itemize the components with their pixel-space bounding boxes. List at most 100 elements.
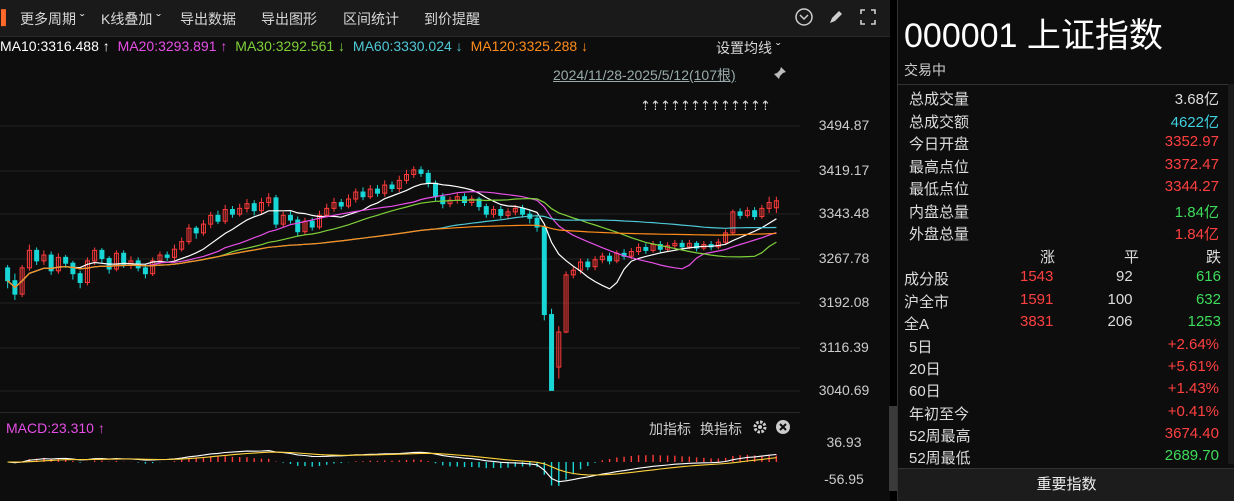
candle [759,204,765,219]
candle [48,251,54,275]
macd-header: MACD:23.310 ↑ 加指标 换指标 [0,414,800,440]
candle [476,196,482,211]
ma60-label: MA60:3330.024 ↓ [352,38,463,54]
date-range-label[interactable]: 2024/11/28-2025/5/12(107根) [553,67,736,83]
candle [672,239,678,250]
perf-label: 年初至今 [909,405,970,423]
important-index-button[interactable]: 重要指数 [898,468,1234,501]
macd-bottom-label: -56.95 [824,471,864,487]
signal-arrow-icon: ⇡ [640,99,651,114]
candle [106,256,112,274]
candle [382,180,388,197]
candle [244,199,250,213]
candle [418,166,424,177]
panel-scroll-track[interactable] [1228,84,1234,464]
ma30-label: MA30:3292.561 ↓ [235,38,346,54]
candle [324,203,330,218]
candle [164,251,170,261]
price-axis-label: 3267.78 [818,250,870,266]
macd-chart[interactable] [0,440,800,495]
range-stats-button[interactable]: 区间统计 [343,11,399,27]
candle [34,247,40,265]
perf-value: 3674.40 [1164,424,1219,442]
stat-value: 3352.97 [1164,133,1219,150]
candle [621,249,627,260]
candle [454,193,460,204]
dif-line [7,450,777,483]
stat-label: 最高点位 [909,158,970,176]
set-ma-button[interactable]: 设置均线 ˇ [716,40,781,56]
candle [425,169,431,188]
candle [773,196,779,214]
candle [222,204,228,225]
candle [505,208,511,219]
chevron-down-circle-icon[interactable] [794,7,814,27]
export-image-button[interactable]: 导出图形 [261,11,317,27]
candle [752,207,758,221]
toolbar-edge-icon[interactable]: ▐ [0,9,6,25]
breadth-up-count: 1591 [1020,290,1054,308]
candle [77,270,83,289]
perf-value: +2.64% [1167,336,1219,353]
candle [411,166,417,179]
signal-arrow-icon: ⇡ [660,99,671,114]
candle [737,208,743,219]
candle [534,215,540,232]
candlestick-chart[interactable]: ⇡ ⇡ ⇡ ⇡ ⇡ ⇡ ⇡ ⇡ ⇡ ⇡ ⇡ ⇡ ⇡ [0,90,800,410]
signal-arrow-icon: ⇡ [690,99,701,114]
breadth-flat-count: 100 [1107,290,1133,308]
signal-arrow-icon: ⇡ [730,99,741,114]
candle [128,256,134,270]
ma20-label: MA20:3293.891 ↑ [117,38,228,54]
ma60-line [7,215,777,289]
close-icon[interactable] [775,419,791,435]
candle [650,241,656,253]
kline-overlay-button[interactable]: K线叠加 ˇ [101,11,161,27]
candle [744,207,750,218]
stat-label: 外盘总量 [909,226,970,243]
breadth-up-count: 1543 [1020,268,1054,285]
candle [55,253,61,274]
pin-icon[interactable] [772,65,788,81]
candle [549,308,555,391]
add-indicator-button[interactable]: 加指标 [649,421,691,437]
price-alert-button[interactable]: 到价提醒 [424,11,480,27]
perf-label: 52周最低 [909,450,971,467]
price-axis-label: 3192.08 [818,294,870,310]
draw-pen-icon[interactable] [826,7,846,27]
gear-icon[interactable] [752,419,768,435]
perf-label: 60日 [909,383,941,401]
ma10-line [7,182,777,290]
export-data-button[interactable]: 导出数据 [180,11,236,27]
candle [715,238,721,250]
more-periods-button[interactable]: 更多周期 ˇ [20,11,85,27]
candle [251,200,257,216]
switch-indicator-button[interactable]: 换指标 [700,421,742,437]
perf-value: +1.43% [1167,380,1219,398]
perf-value: 2689.70 [1164,447,1219,464]
candle [41,250,47,265]
candle [766,196,772,214]
stat-value: 1.84亿 [1174,203,1219,221]
candle [404,169,409,184]
fullscreen-icon[interactable] [858,7,878,27]
candle [592,256,598,271]
candle [273,194,279,229]
vertical-scrollbar[interactable] [889,406,897,491]
candle [150,257,156,277]
candle [527,210,533,224]
candle [367,185,373,200]
ma30-line [7,197,777,289]
candle [193,225,199,239]
candle [389,181,395,193]
ma120-line [7,224,777,289]
candle [179,237,185,252]
candle [186,224,192,245]
candle [360,187,366,201]
ma120-label: MA120:3325.288 ↓ [470,38,589,54]
dea-line [7,451,777,476]
candle [266,193,272,207]
divider [898,84,1234,85]
candle [657,241,663,253]
candle [99,248,105,264]
